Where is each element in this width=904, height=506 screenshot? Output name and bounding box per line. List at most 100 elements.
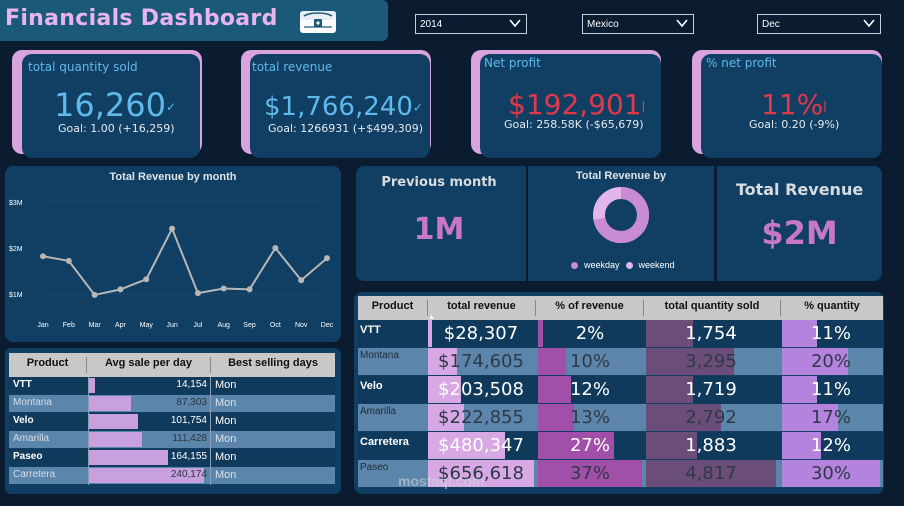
- col-header-product[interactable]: Product: [358, 300, 428, 316]
- quantity-bar: [646, 348, 735, 375]
- quantity-value: 1,754: [685, 323, 737, 344]
- best-day: Mon: [215, 433, 237, 445]
- kpi-net-profit-card: Net profit $192,901ǀ Goal: 258.58K (-$65…: [480, 54, 661, 158]
- pct-quantity-value: 17%: [810, 407, 851, 428]
- product-name: Velo: [360, 380, 383, 392]
- kpi-value: $1,766,240✓: [264, 92, 423, 122]
- kpi-net-profit-pct-card: % net profit 11%ǀ Goal: 0.20 (-9%): [701, 54, 882, 158]
- table-row[interactable]: Carretera $480,347 27% 1,883 12%: [358, 432, 883, 459]
- table-row[interactable]: Montana $174,605 10% 3,295 20%: [358, 348, 883, 375]
- col-header-pct-quantity[interactable]: % quantity: [804, 300, 860, 312]
- revenue-bar: [428, 320, 433, 347]
- product-name: Montana: [13, 397, 52, 408]
- data-point-jan[interactable]: [40, 253, 46, 260]
- pct-revenue-bar: [538, 348, 567, 375]
- pct-revenue-bar: [538, 460, 642, 487]
- col-header-total-revenue[interactable]: total revenue: [428, 300, 536, 316]
- pct-revenue-value: 12%: [569, 379, 610, 400]
- product-name: Paseo: [360, 462, 389, 473]
- month-filter[interactable]: Dec: [757, 14, 881, 34]
- year-filter[interactable]: 2014: [415, 14, 527, 34]
- product-name: Carretera: [13, 469, 56, 480]
- data-point-sep[interactable]: [246, 286, 253, 293]
- revenue-by-daytype-card: Total Revenue by weekday weekend: [528, 166, 714, 281]
- col-header-quantity[interactable]: total quantity sold: [644, 300, 781, 316]
- avg-sale-value: 164,155: [170, 451, 207, 462]
- table-row[interactable]: Velo $203,508 12% 1,719 11%: [358, 376, 883, 403]
- product-name: Amarilla: [360, 406, 397, 417]
- best-day: Mon: [215, 379, 237, 391]
- data-point-oct[interactable]: [272, 245, 279, 251]
- pct-revenue-bar: [538, 376, 572, 403]
- data-point-nov[interactable]: [298, 277, 305, 284]
- year-filter-value: 2014: [420, 19, 443, 30]
- legend-dot-weekend: [625, 261, 633, 269]
- revenue-bar: [428, 348, 457, 375]
- table-row[interactable]: Montana 87,303 Mon: [9, 395, 335, 412]
- product-table-header: Product total revenue % of revenue total…: [358, 296, 883, 320]
- revenue-bar: [428, 404, 465, 431]
- table-row[interactable]: Amarilla $222,855 13% 2,792 17%: [358, 404, 883, 431]
- pct-quantity-bar: [782, 432, 822, 459]
- quantity-value: 1,883: [685, 435, 737, 456]
- col-header-pct-revenue[interactable]: % of revenue: [536, 300, 644, 316]
- avg-sale-bar: [89, 396, 131, 411]
- product-name: VTT: [13, 379, 32, 390]
- revenue-value: $480,347: [438, 435, 524, 456]
- y-tick-label: $2M: [9, 246, 23, 253]
- quantity-value: 2,792: [685, 407, 737, 428]
- table-row[interactable]: VTT $28,307 2% 1,754 11%: [358, 320, 883, 347]
- data-point-may[interactable]: [143, 276, 150, 283]
- data-point-aug[interactable]: [220, 285, 227, 292]
- revenue-bar: [428, 432, 506, 459]
- kpi-goal: Goal: 0.20 (-9%): [749, 118, 840, 131]
- month-filter-value: Dec: [762, 19, 780, 30]
- product-name: Carretera: [360, 436, 409, 448]
- table-row[interactable]: VTT 14,154 Mon: [9, 377, 335, 394]
- data-point-jun[interactable]: [169, 225, 176, 232]
- data-point-feb[interactable]: [65, 257, 72, 264]
- revenue-by-month-panel: Total Revenue by month $1M $2M $3M Jan Feb Ma…: [5, 166, 341, 342]
- col-header-best-days[interactable]: Best selling days: [228, 357, 318, 369]
- quantity-value: 1,719: [685, 379, 737, 400]
- pct-quantity-bar: [782, 376, 818, 403]
- quantity-value: 3,295: [685, 351, 737, 372]
- avg-sale-bar: [89, 378, 95, 393]
- donut-title: Total Revenue by: [575, 170, 667, 182]
- pct-quantity-bar: [782, 348, 848, 375]
- data-point-jul[interactable]: [194, 290, 201, 297]
- table-row[interactable]: Carretera 240,174 Mon: [9, 467, 335, 484]
- country-filter[interactable]: Mexico: [582, 14, 694, 34]
- table-row[interactable]: Paseo $656,618 37% 4,817 30%: [358, 460, 883, 487]
- x-tick-label: Jan: [37, 322, 48, 329]
- col-header-avg-sale[interactable]: Avg sale per day: [87, 357, 211, 373]
- kpi-goal: Goal: 1266931 (+$499,309): [268, 122, 424, 135]
- kpi-goal: Goal: 258.58K (-$65,679): [504, 118, 644, 131]
- col-header-product[interactable]: Product: [9, 357, 87, 373]
- country-filter-value: Mexico: [587, 19, 619, 30]
- revenue-bar: [428, 460, 534, 487]
- pct-revenue-bar: [538, 320, 544, 347]
- table-row[interactable]: Paseo 164,155 Mon: [9, 449, 335, 466]
- x-tick-label: Feb: [63, 322, 75, 329]
- quantity-value: 4,817: [685, 463, 737, 484]
- data-point-mar[interactable]: [91, 291, 98, 298]
- data-point-apr[interactable]: [117, 286, 124, 293]
- chevron-down-icon: [676, 19, 688, 28]
- revenue-bar: [428, 376, 461, 403]
- x-tick-label: Oct: [270, 322, 281, 329]
- sort-arrow-icon[interactable]: ▲: [428, 314, 435, 321]
- avg-sale-bar: [89, 468, 204, 483]
- donut-slice-weekday[interactable]: [593, 187, 649, 243]
- pct-quantity-bar: [782, 460, 880, 487]
- pct-quantity-value: 30%: [810, 463, 851, 484]
- pct-quantity-bar: [782, 320, 818, 347]
- kpi-value: 11%ǀ: [761, 88, 827, 121]
- kpi-label: total quantity sold: [28, 60, 138, 74]
- data-point-dec[interactable]: [324, 255, 330, 262]
- avg-sale-value: 101,754: [170, 415, 207, 426]
- x-tick-label: Nov: [295, 322, 308, 329]
- table-row[interactable]: Velo 101,754 Mon: [9, 413, 335, 430]
- table-row[interactable]: Amarilla 111,428 Mon: [9, 431, 335, 448]
- y-tick-label: $3M: [9, 200, 23, 207]
